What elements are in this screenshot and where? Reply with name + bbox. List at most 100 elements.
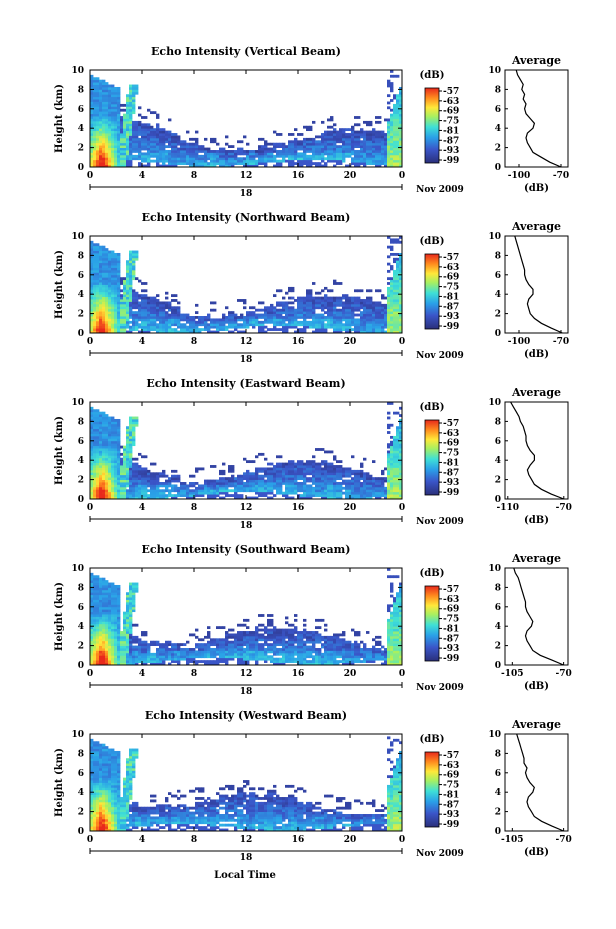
heatmap-cell [180, 142, 184, 146]
heatmap-cell [396, 445, 400, 449]
heatmap-cell [390, 86, 394, 90]
heatmap-cell [399, 448, 403, 451]
heatmap-cell [90, 289, 94, 293]
heatmap-cell [114, 443, 118, 447]
heatmap-cell [315, 477, 319, 480]
heatmap-cell [96, 431, 100, 434]
heatmap-cell [384, 316, 388, 319]
heatmap-cell [291, 320, 295, 324]
heatmap-cell [99, 159, 103, 163]
heatmap-cell [168, 135, 172, 139]
heatmap-cell [396, 477, 400, 480]
heatmap-cell [135, 469, 139, 473]
heatmap-cell [114, 291, 118, 295]
heatmap-cell [156, 325, 160, 329]
heatmap-cell [129, 438, 133, 442]
heatmap-cell [90, 323, 94, 327]
heatmap-cell [303, 125, 307, 129]
heatmap-cell [114, 125, 118, 129]
heatmap-cell [168, 130, 172, 134]
heatmap-cell [309, 311, 313, 314]
heatmap-cell [297, 142, 301, 146]
heatmap-cell [351, 130, 355, 134]
heatmap-cell [258, 482, 262, 485]
heatmap-cell [348, 296, 352, 300]
heatmap-cell [369, 474, 373, 478]
heatmap-cell [120, 154, 124, 158]
heatmap-cell [396, 274, 400, 278]
heatmap-cell [351, 318, 355, 322]
heatmap-cell [399, 162, 403, 165]
heatmap-cell [177, 140, 181, 144]
heatmap-cell [318, 162, 322, 165]
heatmap-cell [327, 135, 331, 139]
heatmap-cell [237, 140, 241, 144]
heatmap-cell [258, 467, 262, 471]
heatmap-cell [153, 301, 157, 305]
heatmap-cell [276, 316, 280, 319]
heatmap-cell [330, 323, 334, 327]
heatmap-cell [105, 301, 109, 305]
heatmap-cell [198, 328, 202, 331]
heatmap-cell [99, 452, 103, 456]
heatmap-cell [366, 133, 370, 136]
heatmap-cell [294, 467, 298, 471]
heatmap-cell [372, 154, 376, 158]
heatmap-cell [351, 135, 355, 139]
profile-y-tick-label: 6 [495, 271, 501, 281]
heatmap-cell [354, 164, 358, 168]
heatmap-cell [135, 486, 139, 490]
heatmap-cell [171, 323, 175, 327]
heatmap-cell [201, 323, 205, 327]
heatmap-cell [96, 250, 100, 254]
heatmap-cell [270, 496, 274, 500]
heatmap-cell [399, 303, 403, 307]
heatmap-cell [105, 286, 109, 290]
heatmap-cell [381, 142, 385, 146]
heatmap-cell [387, 462, 391, 466]
heatmap-cell [315, 323, 319, 327]
heatmap-cell [324, 130, 328, 134]
heatmap-cell [114, 418, 118, 422]
heatmap-cell [165, 325, 169, 329]
heatmap-cell [399, 479, 403, 483]
heatmap-cell [399, 274, 403, 278]
heatmap-cell [390, 135, 394, 139]
heatmap-cell [303, 316, 307, 319]
heatmap-cell [372, 306, 376, 310]
heatmap-cell [372, 159, 376, 163]
heatmap-cell [90, 320, 94, 324]
heatmap-cell [267, 311, 271, 314]
heatmap-cell [123, 128, 127, 132]
heatmap-cell [105, 111, 109, 115]
heatmap-cell [354, 489, 358, 493]
heatmap-cell [396, 440, 400, 444]
heatmap-cell [378, 145, 382, 148]
heatmap-cell [102, 116, 106, 119]
heatmap-cell [90, 284, 94, 288]
heatmap-cell [396, 128, 400, 132]
heatmap-cell [282, 323, 286, 327]
heatmap-cell [117, 108, 121, 112]
heatmap-cell [141, 154, 145, 158]
heatmap-cell [177, 489, 181, 493]
heatmap-cell [273, 465, 277, 468]
heatmap-cell [318, 316, 322, 319]
heatmap-cell [300, 320, 304, 324]
heatmap-cell [381, 316, 385, 319]
heatmap-cell [354, 303, 358, 307]
heatmap-cell [108, 320, 112, 324]
heatmap-cell [111, 491, 115, 495]
heatmap-cell [354, 323, 358, 327]
heatmap-cell [129, 416, 133, 420]
heatmap-cell [147, 296, 151, 300]
heatmap-cell [165, 318, 169, 322]
heatmap-cell [309, 484, 313, 488]
heatmap-cell [168, 484, 172, 488]
heatmap-cell [159, 154, 163, 158]
heatmap-cell [189, 328, 193, 331]
heatmap-cell [102, 79, 106, 83]
heatmap-cell [321, 120, 325, 124]
heatmap-cell [360, 303, 364, 307]
heatmap-cell [354, 162, 358, 165]
